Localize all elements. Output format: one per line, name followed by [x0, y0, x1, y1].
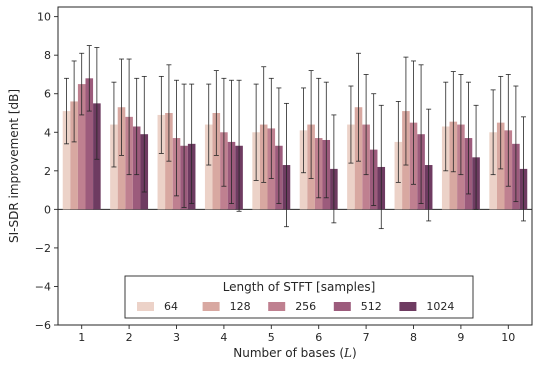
x-axis-title-var: L	[343, 346, 352, 360]
legend-label-1024: 1024	[426, 300, 454, 313]
x-axis-title-close: )	[352, 346, 357, 360]
x-tick-label: 10	[501, 331, 515, 344]
legend-swatch-512	[333, 302, 351, 311]
legend-swatch-1024	[399, 302, 417, 311]
y-tick-label: 10	[37, 11, 51, 24]
x-tick-label: 8	[410, 331, 417, 344]
x-tick-label: 9	[457, 331, 464, 344]
legend-items: 64 128 256 512 1024	[137, 300, 454, 313]
plot-frame	[57, 6, 533, 326]
bar-L1-stft-64	[62, 111, 71, 210]
error-bars-layer	[64, 45, 526, 230]
x-axis-title-text: Number of bases (	[233, 346, 344, 360]
legend-swatch-256	[268, 302, 286, 311]
y-tick-label: 0	[44, 203, 51, 216]
legend-swatch-128	[202, 302, 220, 311]
y-tick-label: 4	[44, 126, 51, 139]
bar-L4-stft-64	[204, 124, 213, 210]
bar-L7-stft-64	[347, 124, 355, 210]
legend-label-128: 128	[230, 300, 251, 313]
legend-swatch-64	[137, 302, 154, 311]
x-tick-label: 3	[173, 331, 180, 344]
bar-L1-stft-256	[77, 84, 86, 210]
x-tick-label: 6	[315, 331, 322, 344]
bar-L1-stft-128	[70, 101, 78, 210]
x-axis-title: Number of bases (L)	[233, 346, 356, 360]
y-axis-ticks: −6 −4 −2 0 2 4 6 8 10	[35, 11, 58, 332]
y-tick-label: 6	[44, 88, 51, 101]
y-tick-label: −4	[35, 280, 51, 293]
bar-L3-stft-64	[157, 114, 166, 210]
y-tick-label: −2	[35, 242, 51, 255]
x-tick-label: 2	[126, 331, 133, 344]
x-tick-label: 5	[268, 331, 275, 344]
legend-label-512: 512	[361, 300, 382, 313]
legend-label-64: 64	[164, 300, 178, 313]
x-axis-ticks: 1 2 3 4 5 6 7 8 9 10	[78, 325, 515, 344]
y-axis-title: SI-SDR improvement [dB]	[7, 89, 21, 243]
bar-L4-stft-128	[212, 113, 221, 210]
bar-L2-stft-128	[117, 107, 126, 210]
x-tick-label: 1	[78, 331, 85, 344]
y-tick-label: 2	[44, 165, 51, 178]
y-tick-label: 8	[44, 49, 51, 62]
x-tick-label: 4	[220, 331, 227, 344]
bar-L1-stft-512	[85, 78, 94, 210]
plot-area: 1 2 3 4 5 6 7 8 9 10 −6 −4 −2 0 2 4 6 8 10	[35, 6, 533, 344]
legend-title: Length of STFT [samples]	[223, 280, 376, 294]
legend-label-256: 256	[295, 300, 316, 313]
legend: Length of STFT [samples] 64 128 256 512 1024	[124, 275, 474, 319]
bars-layer	[62, 78, 528, 210]
x-tick-label: 7	[363, 331, 370, 344]
y-tick-label: −6	[35, 319, 51, 332]
